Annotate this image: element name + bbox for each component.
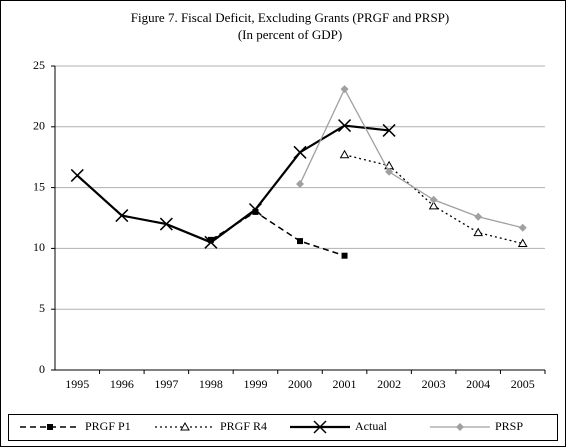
y-tick-label: 0 xyxy=(39,362,45,376)
y-tick-label: 5 xyxy=(39,301,45,315)
legend-marker xyxy=(456,423,464,431)
y-tick-label: 15 xyxy=(33,179,45,193)
data-point xyxy=(297,238,303,245)
data-point xyxy=(382,123,396,137)
data-point xyxy=(207,236,214,243)
data-point xyxy=(341,252,348,259)
legend-marker xyxy=(47,424,53,430)
y-tick-label: 20 xyxy=(33,119,45,133)
data-point xyxy=(70,168,84,182)
data-point xyxy=(339,149,350,159)
data-point xyxy=(338,119,352,133)
data-point xyxy=(248,202,262,217)
legend-label: PRGF R4 xyxy=(220,419,267,433)
series-line xyxy=(76,124,390,244)
data-point xyxy=(296,179,304,188)
data-point xyxy=(428,200,439,210)
x-tick-label: 2002 xyxy=(377,377,401,391)
series-line xyxy=(299,87,523,229)
legend-marker xyxy=(180,421,190,431)
data-point xyxy=(340,85,349,94)
data-point xyxy=(473,227,484,237)
chart-subtitle: (In percent of GDP) xyxy=(238,27,342,42)
x-tick-label: 1995 xyxy=(65,377,89,391)
data-point xyxy=(293,145,307,159)
data-point xyxy=(115,209,129,223)
data-point xyxy=(518,223,527,232)
x-tick-label: 1996 xyxy=(110,377,134,391)
data-point xyxy=(517,238,528,248)
legend-label: Actual xyxy=(355,419,388,433)
x-tick-label: 2005 xyxy=(511,377,535,391)
y-tick-label: 25 xyxy=(33,58,45,72)
x-tick-label: 1998 xyxy=(199,377,223,391)
x-tick-label: 1997 xyxy=(154,377,178,391)
y-tick-label: 10 xyxy=(33,240,45,254)
x-tick-label: 1999 xyxy=(243,377,267,391)
data-point xyxy=(252,208,259,215)
x-tick-label: 2001 xyxy=(333,377,357,391)
legend-label: PRSP xyxy=(495,419,523,433)
data-point xyxy=(159,217,173,231)
data-point xyxy=(474,212,483,221)
x-tick-label: 2004 xyxy=(466,377,490,391)
data-point xyxy=(429,195,438,204)
x-tick-label: 2000 xyxy=(288,377,312,391)
legend-label: PRGF P1 xyxy=(85,419,131,433)
data-point xyxy=(204,235,218,249)
chart-title: Figure 7. Fiscal Deficit, Excluding Gran… xyxy=(131,10,450,25)
x-tick-label: 2003 xyxy=(422,377,446,391)
data-point xyxy=(385,167,394,176)
legend-marker xyxy=(313,420,327,434)
